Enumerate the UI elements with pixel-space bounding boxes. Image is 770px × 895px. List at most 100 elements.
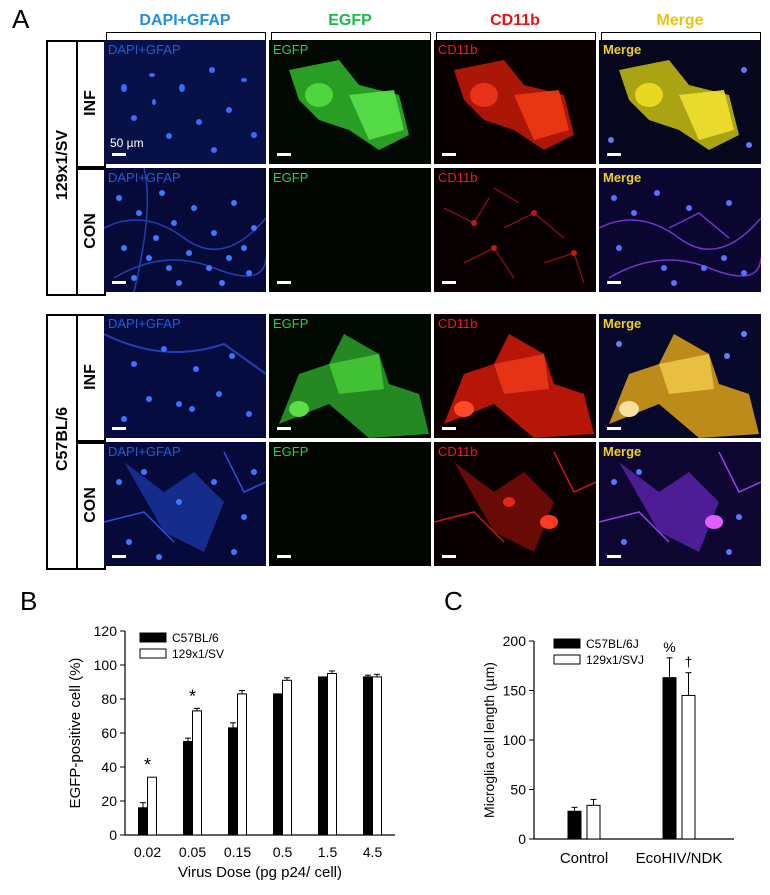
micrograph-image xyxy=(599,40,761,164)
column-bracket-dapi xyxy=(106,32,266,43)
y-tick-label: 20 xyxy=(101,793,117,809)
x-tick-label: 0.5 xyxy=(273,844,293,860)
micrograph-129-con-egfp: EGFP xyxy=(269,168,431,292)
bar-c57bl6j xyxy=(567,810,582,840)
scale-bar xyxy=(277,153,291,156)
condition-label-c57-inf: INF xyxy=(82,364,99,390)
bar-c57bl6 xyxy=(273,693,283,836)
x-tick-label: Control xyxy=(560,850,608,867)
x-tick-label: 0.02 xyxy=(134,844,161,860)
bar-c57bl6 xyxy=(363,676,373,836)
scale-bar xyxy=(112,281,126,284)
significance-marker: * xyxy=(189,686,196,706)
micrograph-129-con-cd11b: CD11b xyxy=(434,168,596,292)
tile-label: DAPI+GFAP xyxy=(108,316,181,331)
column-header-cd11b: CD11b xyxy=(490,12,540,29)
tile-label: DAPI+GFAP xyxy=(108,42,181,57)
bar-129x1svj xyxy=(681,694,696,840)
micrograph-c57-con-egfp: EGFP xyxy=(269,442,431,566)
micrograph-image xyxy=(434,168,596,292)
strain-label-box-c57: C57BL/6 xyxy=(46,314,78,570)
legend-label: C57BL/6J xyxy=(586,637,639,651)
legend-label: C57BL/6 xyxy=(172,631,219,645)
micrograph-image xyxy=(104,314,266,438)
bar-129x1sv xyxy=(372,676,382,836)
bar-129x1sv xyxy=(147,776,157,836)
significance-marker: † xyxy=(685,654,693,670)
y-tick-label: 100 xyxy=(503,732,527,748)
bar-c57bl6 xyxy=(183,741,193,836)
panel-c-letter: C xyxy=(444,586,463,616)
legend-swatch xyxy=(139,648,167,659)
y-axis-label: EGFP-positive cell (%) xyxy=(67,658,84,809)
micrograph-c57-inf-cd11b: CD11b xyxy=(434,314,596,438)
y-tick-label: 120 xyxy=(94,623,118,639)
tile-label: CD11b xyxy=(438,444,478,459)
micrograph-c57-inf-egfp: EGFP xyxy=(269,314,431,438)
y-tick-label: 80 xyxy=(101,691,117,707)
micrograph-129-inf-cd11b: CD11b xyxy=(434,40,596,164)
column-bracket-cd11b xyxy=(436,32,596,43)
micrograph-c57-con-cd11b: CD11b xyxy=(434,442,596,566)
micrograph-129-inf-dapi: DAPI+GFAP 50 µm xyxy=(104,40,266,164)
scale-bar xyxy=(112,555,126,558)
legend-label: 129x1/SVJ xyxy=(586,653,644,667)
x-tick-label: 1.5 xyxy=(318,844,338,860)
condition-box-129-inf: INF xyxy=(76,40,106,168)
chart-b: 0 20 40 60 80 100 120 * 0.02 * 0.05 0.15 0.5 1.5 4.5 Vi… xyxy=(67,623,395,881)
micrograph-129-con-merge: Merge xyxy=(599,168,761,292)
bar-129x1sv xyxy=(192,710,202,836)
y-tick-label: 60 xyxy=(101,725,117,741)
scale-bar xyxy=(607,281,621,284)
scale-bar-label: 50 µm xyxy=(110,136,144,150)
condition-label-129-con: CON xyxy=(82,213,99,249)
tile-label: EGFP xyxy=(273,316,309,331)
tile-label: EGFP xyxy=(273,42,309,57)
micrograph-image xyxy=(104,168,266,292)
condition-box-129-con: CON xyxy=(76,168,106,296)
tile-label: Merge xyxy=(603,170,642,185)
tile-label: Merge xyxy=(603,316,642,331)
strain-label-129: 129x1/SV xyxy=(54,129,71,201)
bar-129x1sv xyxy=(327,673,337,836)
micrograph-image xyxy=(434,40,596,164)
micrograph-grid: DAPI+GFAP 50 µm EGFP CD11b Mer xyxy=(104,40,764,568)
micrograph-image xyxy=(104,442,266,566)
panel-b-letter: B xyxy=(20,586,38,616)
x-tick-label: EcoHIV/NDK xyxy=(636,850,723,867)
tile-label: EGFP xyxy=(273,170,309,185)
condition-box-c57-inf: INF xyxy=(76,314,106,442)
tile-label: Merge xyxy=(603,444,642,459)
significance-marker: % xyxy=(663,639,675,655)
tile-label: CD11b xyxy=(438,316,478,331)
y-tick-label: 150 xyxy=(503,683,527,699)
micrograph-image xyxy=(269,314,431,438)
y-tick-label: 0 xyxy=(109,827,117,843)
column-header-dapi: DAPI+GFAP xyxy=(139,12,231,29)
x-tick-label: 0.15 xyxy=(224,844,251,860)
bar-c57bl6 xyxy=(318,676,328,836)
micrograph-129-inf-merge: Merge xyxy=(599,40,761,164)
column-headers: DAPI+GFAP EGFP CD11b Merge xyxy=(104,12,764,44)
micrograph-image xyxy=(599,314,761,438)
x-axis-label: Virus Dose (pg p24/ cell) xyxy=(178,864,342,881)
chart-c: 0 50 100 150 200 Control% † EcoHIV/NDK Microglia… xyxy=(481,633,734,867)
micrograph-c57-con-merge: Merge xyxy=(599,442,761,566)
scale-bar xyxy=(112,427,126,430)
micrograph-129-inf-egfp: EGFP xyxy=(269,40,431,164)
y-tick-label: 40 xyxy=(101,759,117,775)
y-tick-label: 100 xyxy=(94,657,118,673)
tile-label: CD11b xyxy=(438,42,478,57)
micrograph-image xyxy=(599,442,761,566)
micrograph-c57-inf-merge: Merge xyxy=(599,314,761,438)
significance-marker: * xyxy=(144,755,151,775)
legend-swatch xyxy=(553,654,581,665)
condition-label-129-inf: INF xyxy=(82,90,99,116)
y-tick-label: 0 xyxy=(518,831,526,847)
scale-bar xyxy=(442,427,456,430)
column-bracket-merge xyxy=(601,32,761,43)
y-axis-label: Microglia cell length (µm) xyxy=(481,662,497,818)
x-tick-label: 4.5 xyxy=(363,844,383,860)
condition-label-c57-con: CON xyxy=(82,487,99,523)
bar-c57bl6j xyxy=(662,677,677,840)
